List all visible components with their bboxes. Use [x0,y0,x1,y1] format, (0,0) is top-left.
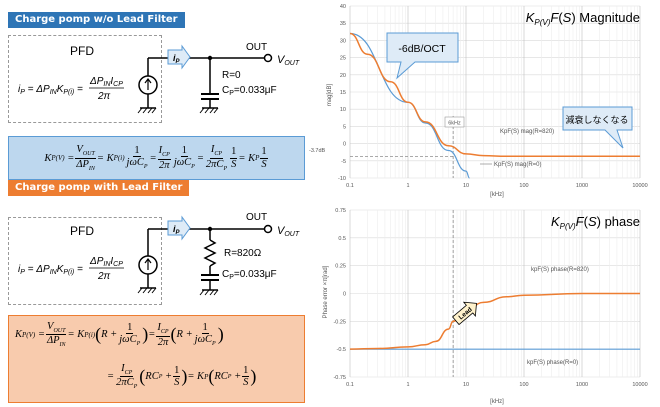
x-tick-label: 1 [406,183,409,189]
slope-callout [386,32,459,80]
x-tick-label: 10 [463,382,469,388]
x-tick-label: 10 [463,183,469,189]
magnitude-y-label: mag[dB] [327,84,333,107]
y-tick-label: 10 [340,107,346,113]
legend-mag-r0: KpF(S) mag(R=0) [494,162,542,168]
legend-mag-r820: KpF(S) mag(R=820) [500,129,554,135]
y-tick-label: 15 [340,90,346,96]
y-tick-label: 0 [343,292,346,298]
series-phase-r820 [349,292,640,350]
circuit-box-bottom [8,217,162,305]
out-terminal-icon [263,224,273,234]
x-tick-label: 10000 [632,183,647,189]
series-mag-r0 [349,32,470,179]
y-tick-label: 5 [343,124,346,130]
bottom-section-header: Charge pomp with Lead Filter [8,180,190,196]
magnitude-chart: 40 35 30 25 20 15 10 5 0 -5 -10 0.1 1 10 100 1000 10000… [309,4,648,198]
y-tick-label: 0.5 [338,236,346,242]
charge-pump-circuit-bottom: PFD iP = ΔPINKP(i) = ΔPINICP 2π iP R=820… [18,212,300,296]
top-section-header: Charge pomp w/o Lead Filter [8,12,185,28]
svg-text:ΔPINICP: ΔPINICP [89,76,123,88]
y-tick-label: -0.25 [333,319,346,325]
out-label: OUT [246,42,267,53]
freq-6khz-label: 6kHz [448,121,461,127]
x-tick-label: 1000 [576,183,588,189]
resistor-icon [203,239,217,267]
legend-phase-r0: kpF(S) phase(R=0) [527,360,578,366]
ip-arrow-label: iP [173,53,181,65]
y-tick-label: 20 [340,73,346,79]
vout-label: VOUT [277,54,300,67]
phase-y-label: Phase error ×π[rad] [323,265,329,318]
ip-arrow-label: iP [173,224,181,236]
pfd-label: PFD [70,44,94,58]
charge-pump-circuit-top: PFD iP = ΔPINKP(i) = ΔPINICP 2π iP R=0 C… [18,42,300,114]
x-tick-label: 100 [519,183,528,189]
ip-formula: iP = ΔPINKP(i) = [18,264,83,276]
pfd-label: PFD [70,224,94,238]
magnitude-x-label: [kHz] [490,192,504,198]
out-terminal-icon [263,53,273,63]
ip-formula: iP = ΔPINKP(i) = [18,84,83,96]
ip-arrow-icon [167,215,191,241]
magnitude-chart-title: KP(V)F(S) Magnitude [526,10,640,27]
x-tick-label: 0.1 [346,183,354,189]
y-tick-label: -5 [341,159,346,165]
x-tick-label: 10000 [632,382,647,388]
flat-annotation: 減衰しなくなる [565,114,628,125]
y-tick-label: -0.5 [337,347,346,353]
kpv-formula-box: K P(V) = VOUT ΔPIN = K P(i) 1 jωCP = ICP 2π 1 jωCP = I… [8,136,305,180]
legend-phase-r820: kpF(S) phase(R=820) [531,267,589,273]
phase-chart-title: KP(V)F(S) phase [551,214,640,231]
svg-text:2π: 2π [97,91,111,102]
slope-annotation: -6dB/OCT [398,43,446,55]
svg-text:ΔPINICP: ΔPINICP [89,256,123,268]
x-tick-label: 1000 [576,382,588,388]
y-tick-label: 35 [340,21,346,27]
out-label: OUT [246,212,267,223]
y-tick-label: -10 [338,176,346,182]
c-label: CP=0.033μF [222,85,277,97]
y-tick-label: 0.25 [335,264,346,270]
ip-arrow-icon [167,44,191,70]
y-tick-label: -0.75 [333,375,346,381]
kpv-lead-formula-box: K P(V) = VOUT ΔPIN = K P(i)(R +1 jωCP) = ICP 2π(R… [8,315,305,403]
x-tick-label: 0.1 [346,382,354,388]
y-tick-label: 40 [340,4,346,10]
x-tick-label: 100 [519,382,528,388]
series-mag-r820 [349,32,640,158]
r-label: R=820Ω [224,248,262,259]
r-label: R=0 [222,70,241,81]
flat-callout [562,106,633,149]
y-tick-label: 30 [340,38,346,44]
x-tick-label: 1 [406,382,409,388]
y-tick-label: 0.75 [335,208,346,214]
phase-x-label: [kHz] [490,399,504,405]
y-tick-label: 25 [340,56,346,62]
circuit-box-top [8,35,162,123]
db-level-label: -3.7dB [309,148,326,154]
vout-label: VOUT [277,225,300,238]
c-label: CP=0.033μF [222,269,277,281]
svg-text:2π: 2π [97,271,111,282]
phase-chart: 0.75 0.5 0.25 0 -0.25 -0.5 -0.75 0.1 1 10 100 1000… [323,208,648,405]
y-tick-label: 0 [343,142,346,148]
